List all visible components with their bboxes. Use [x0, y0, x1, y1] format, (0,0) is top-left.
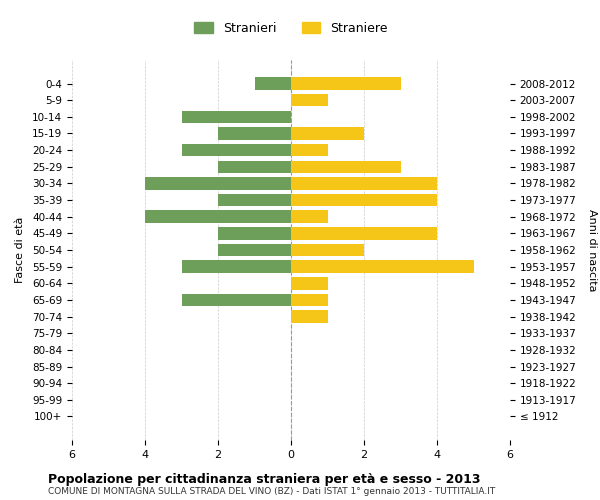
- Bar: [291, 227, 437, 239]
- Bar: [291, 260, 473, 273]
- Text: COMUNE DI MONTAGNA SULLA STRADA DEL VINO (BZ) - Dati ISTAT 1° gennaio 2013 - TUT: COMUNE DI MONTAGNA SULLA STRADA DEL VINO…: [48, 488, 495, 496]
- Bar: [291, 194, 437, 206]
- Bar: [291, 210, 328, 223]
- Y-axis label: Fasce di età: Fasce di età: [15, 217, 25, 283]
- Bar: [291, 310, 328, 323]
- Bar: [218, 227, 291, 239]
- Bar: [218, 160, 291, 173]
- Bar: [291, 177, 437, 190]
- Text: Popolazione per cittadinanza straniera per età e sesso - 2013: Popolazione per cittadinanza straniera p…: [48, 472, 481, 486]
- Bar: [218, 127, 291, 140]
- Bar: [145, 177, 291, 190]
- Bar: [182, 110, 291, 123]
- Y-axis label: Anni di nascita: Anni di nascita: [587, 209, 598, 291]
- Bar: [182, 260, 291, 273]
- Bar: [182, 144, 291, 156]
- Bar: [291, 294, 328, 306]
- Bar: [218, 194, 291, 206]
- Bar: [254, 78, 291, 90]
- Bar: [291, 244, 364, 256]
- Bar: [291, 127, 364, 140]
- Bar: [218, 244, 291, 256]
- Bar: [291, 94, 328, 106]
- Bar: [291, 277, 328, 289]
- Bar: [291, 160, 401, 173]
- Bar: [291, 144, 328, 156]
- Bar: [182, 294, 291, 306]
- Legend: Stranieri, Straniere: Stranieri, Straniere: [189, 17, 393, 40]
- Bar: [291, 78, 401, 90]
- Bar: [145, 210, 291, 223]
